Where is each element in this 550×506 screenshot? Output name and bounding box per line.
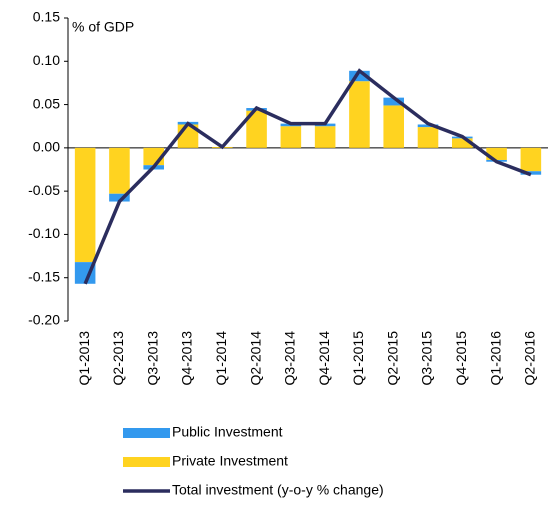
bar [349,81,370,148]
bar [109,147,130,194]
legend-swatch [123,457,170,467]
x-tick-label: Q1-2013 [76,331,92,386]
x-tick-label: Q3-2014 [282,331,298,386]
x-tick-label: Q1-2014 [213,331,229,386]
legend-label: Total investment (y-o-y % change) [172,482,384,498]
y-tick-label: -0.10 [28,225,60,241]
x-tick-label: Q2-2014 [247,331,263,386]
y-tick-label: -0.05 [28,182,60,198]
bar [417,127,439,148]
bar [109,193,130,202]
bar [349,70,370,82]
y-tick-label: 0.05 [33,95,60,111]
bar [520,147,542,172]
x-tick-label: Q1-2015 [350,331,366,386]
x-tick-label: Q1-2016 [487,331,503,386]
x-tick-label: Q2-2015 [384,331,400,386]
bar [280,126,302,148]
y-tick-label: -0.20 [28,312,60,328]
line [83,68,532,285]
bar [246,110,267,148]
bar [383,105,404,148]
x-tick-label: Q2-2013 [110,331,126,386]
x-tick-label: Q4-2013 [179,331,195,386]
x-tick-label: Q3-2015 [419,331,435,386]
y-axis-label: % of GDP [72,19,134,35]
x-tick-label: Q4-2014 [316,331,332,386]
bar [383,97,404,106]
y-tick-label: 0.10 [33,52,60,68]
bar [74,147,96,263]
legend-swatch [123,428,170,438]
bar [452,138,473,148]
x-tick-label: Q3-2013 [144,331,160,386]
y-tick-label: 0.00 [33,139,60,155]
y-tick-label: 0.15 [33,9,60,25]
x-tick-label: Q4-2015 [453,331,469,386]
y-tick-label: -0.15 [28,268,60,284]
legend-label: Private Investment [172,453,288,469]
x-tick-label: Q2-2016 [522,331,538,386]
bar [417,124,439,128]
legend-label: Public Investment [172,424,283,440]
bar [314,126,336,148]
